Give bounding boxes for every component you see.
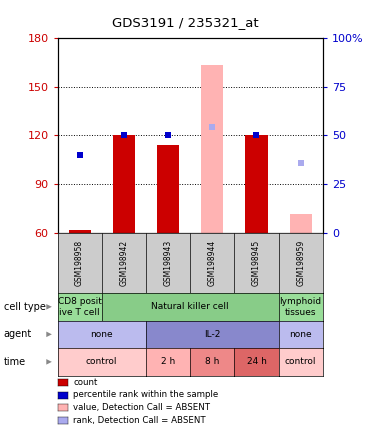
Bar: [69, 230, 91, 233]
Text: GSM198958: GSM198958: [75, 240, 84, 286]
Text: GDS3191 / 235321_at: GDS3191 / 235321_at: [112, 16, 259, 28]
Text: GSM198944: GSM198944: [208, 240, 217, 286]
Text: GSM198942: GSM198942: [119, 240, 128, 286]
Text: rank, Detection Call = ABSENT: rank, Detection Call = ABSENT: [73, 416, 206, 425]
Text: IL-2: IL-2: [204, 330, 220, 339]
Bar: [290, 214, 312, 233]
Text: percentile rank within the sample: percentile rank within the sample: [73, 390, 219, 399]
Text: control: control: [86, 357, 118, 366]
Text: value, Detection Call = ABSENT: value, Detection Call = ABSENT: [73, 403, 210, 412]
Text: GSM198959: GSM198959: [296, 240, 305, 286]
Text: lymphoid
tissues: lymphoid tissues: [280, 297, 322, 317]
Text: CD8 posit
ive T cell: CD8 posit ive T cell: [58, 297, 102, 317]
Text: none: none: [289, 330, 312, 339]
Text: agent: agent: [4, 329, 32, 339]
Text: cell type: cell type: [4, 302, 46, 312]
Text: count: count: [73, 377, 98, 387]
Text: 8 h: 8 h: [205, 357, 219, 366]
Text: none: none: [91, 330, 113, 339]
Text: Natural killer cell: Natural killer cell: [151, 302, 229, 311]
Bar: [157, 145, 179, 233]
Text: control: control: [285, 357, 316, 366]
Text: 2 h: 2 h: [161, 357, 175, 366]
Bar: [113, 135, 135, 233]
Text: GSM198945: GSM198945: [252, 240, 261, 286]
Text: time: time: [4, 357, 26, 367]
Bar: [201, 65, 223, 233]
Bar: [245, 135, 267, 233]
Text: GSM198943: GSM198943: [164, 240, 173, 286]
Text: 24 h: 24 h: [246, 357, 266, 366]
